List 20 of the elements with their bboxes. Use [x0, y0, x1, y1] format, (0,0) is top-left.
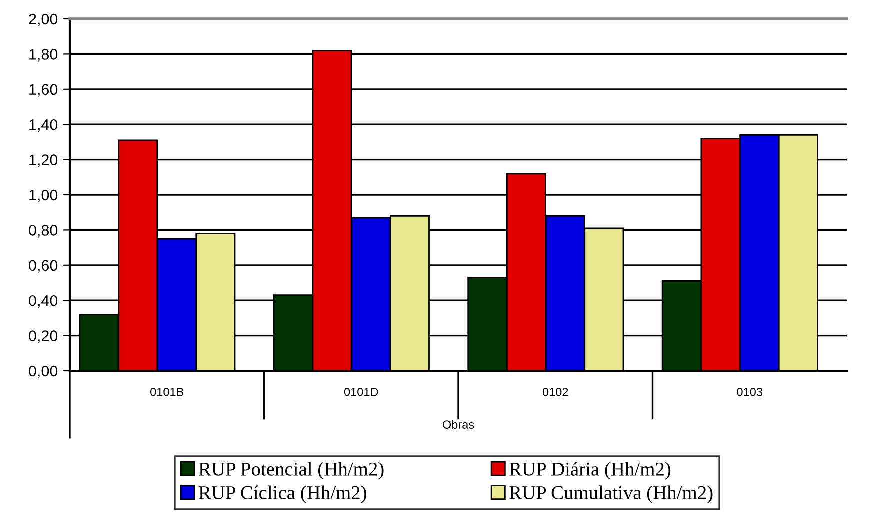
x-tick-label: 0101B [150, 388, 184, 396]
y-tick-label: 2,00 [29, 14, 58, 26]
y-tick-label: 1,60 [30, 84, 58, 97]
legend-label: RUP Cíclica (Hh/m2) [199, 486, 366, 504]
y-tick-label: 0,00 [29, 366, 58, 378]
x-axis-title: Obras [442, 420, 474, 429]
y-tick-label: 0,80 [29, 225, 58, 238]
y-tick-label: 0,40 [29, 295, 58, 308]
y-tick-label: 1,80 [30, 49, 58, 62]
y-tick-label: 1,20 [30, 154, 58, 168]
x-tick-label: 0103 [737, 388, 762, 396]
y-tick-label: 0,60 [29, 260, 58, 273]
y-tick-label: 0,20 [29, 330, 58, 344]
x-tick-label: 0101D [344, 388, 378, 396]
legend-label: RUP Cumulativa (Hh/m2) [510, 486, 713, 504]
y-tick-label: 1,00 [30, 190, 58, 202]
legend-label: RUP Diária (Hh/m2) [510, 462, 671, 480]
y-tick-label: 1,40 [30, 119, 58, 132]
x-tick-label: 0102 [542, 388, 568, 396]
legend-label: RUP Potencial (Hh/m2) [199, 462, 384, 480]
